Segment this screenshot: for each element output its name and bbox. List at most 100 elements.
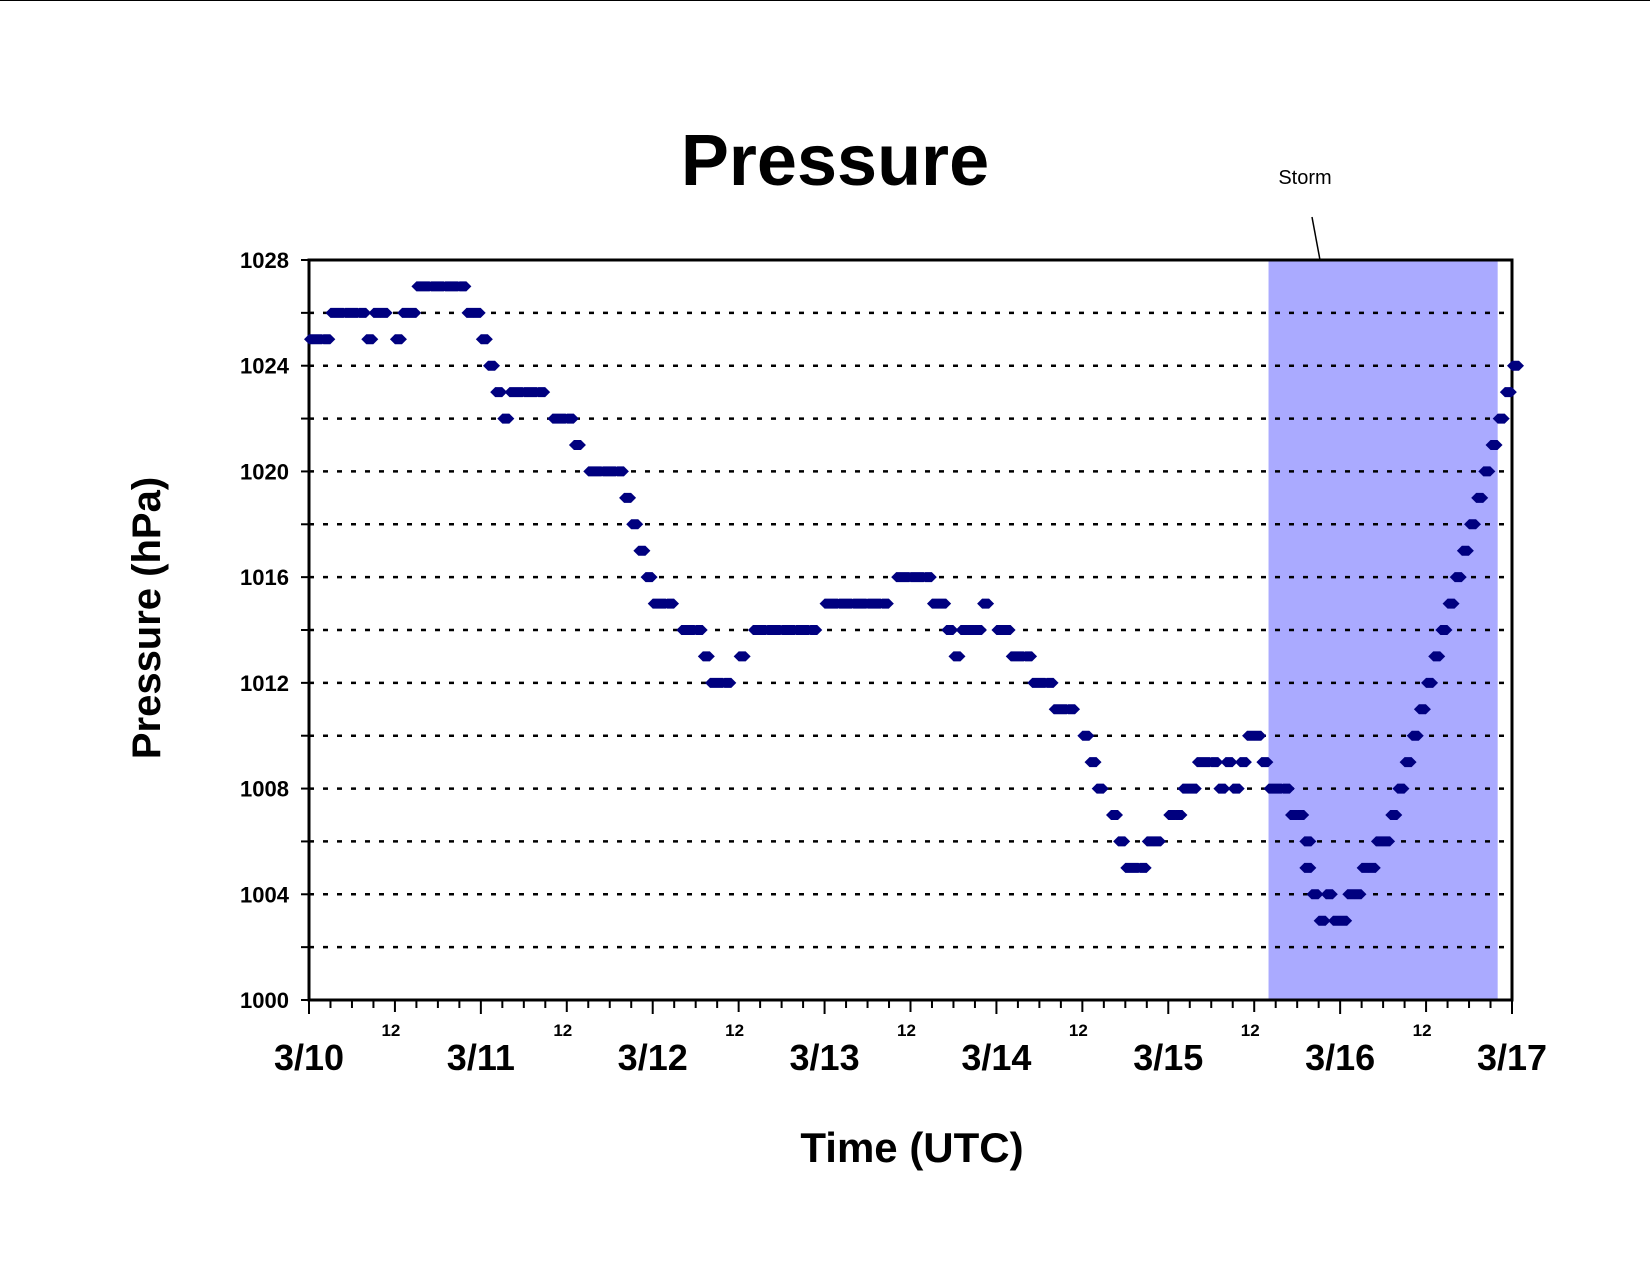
x-tick-label: 3/10 — [274, 1037, 344, 1078]
data-point — [640, 572, 658, 583]
storm-leader-line — [1311, 216, 1321, 261]
data-point — [454, 281, 472, 292]
x-tick-label: 3/11 — [447, 1037, 515, 1078]
x-tick-label: 3/13 — [790, 1037, 860, 1078]
data-point — [490, 387, 508, 398]
data-point — [1507, 360, 1524, 371]
data-point — [919, 572, 937, 583]
data-point — [690, 625, 708, 635]
data-point — [361, 334, 379, 345]
top-border-line — [0, 0, 1650, 1]
data-point — [1335, 915, 1353, 926]
data-point — [1478, 466, 1496, 477]
x-tick-label: 3/17 — [1477, 1037, 1547, 1078]
data-point — [1313, 915, 1331, 926]
data-point — [468, 307, 486, 318]
data-point — [1421, 677, 1439, 688]
x-tick-label: 3/15 — [1133, 1037, 1203, 1078]
data-point — [1299, 862, 1317, 873]
data-point — [1206, 757, 1224, 768]
y-tick-label: 1024 — [240, 354, 290, 379]
data-point — [633, 545, 651, 556]
x-minor-tick-label: 12 — [1413, 1021, 1432, 1040]
data-point — [318, 334, 336, 345]
data-point — [977, 598, 995, 609]
data-point — [1106, 810, 1123, 820]
data-point — [1084, 757, 1102, 768]
data-point — [1378, 836, 1396, 847]
data-point — [1113, 836, 1131, 847]
y-tick-label: 1016 — [240, 565, 289, 590]
data-point — [1449, 572, 1467, 583]
data-point — [404, 307, 422, 318]
axes: 1000 1004 1008 1012 1016 1020 1024 1028 3/10 12 3/… — [240, 248, 1547, 1078]
data-point — [1041, 677, 1059, 688]
data-point — [354, 307, 372, 318]
data-point — [619, 492, 637, 503]
x-tick-label: 3/12 — [618, 1037, 688, 1078]
data-point — [1220, 757, 1238, 768]
data-point — [1063, 704, 1081, 715]
data-point — [1399, 757, 1417, 768]
data-point — [1277, 783, 1295, 794]
data-point — [1299, 836, 1317, 847]
data-point — [375, 307, 393, 318]
storm-annotation-label: Storm — [1278, 167, 1331, 189]
data-point — [1020, 651, 1038, 662]
data-point — [1184, 783, 1202, 794]
data-point — [1499, 387, 1517, 398]
data-point — [1385, 810, 1403, 820]
data-point — [1249, 730, 1267, 741]
data-point — [662, 598, 680, 609]
chart-title: Pressure — [681, 121, 989, 201]
data-point — [1485, 440, 1503, 450]
data-point — [1256, 757, 1274, 768]
storm-annotation: Storm — [1278, 167, 1332, 261]
data-point — [948, 651, 966, 662]
data-point — [1170, 810, 1188, 820]
data-point — [733, 651, 751, 662]
data-point — [483, 360, 501, 371]
data-point — [568, 440, 586, 450]
data-point — [1406, 730, 1424, 741]
x-minor-tick-label: 12 — [381, 1021, 400, 1040]
data-point — [1435, 625, 1453, 635]
x-minor-tick-label: 12 — [897, 1021, 916, 1040]
data-point — [533, 387, 551, 398]
x-tick-label: 3/14 — [961, 1037, 1031, 1078]
data-point — [805, 625, 823, 635]
y-tick-label: 1004 — [240, 882, 290, 907]
data-point — [1148, 836, 1166, 847]
data-point — [1227, 783, 1245, 794]
data-point — [611, 466, 629, 477]
y-tick-label: 1028 — [240, 248, 289, 273]
data-point — [497, 413, 515, 424]
data-point — [934, 598, 952, 609]
data-point — [1363, 862, 1381, 873]
data-point — [389, 334, 407, 345]
y-tick-label: 1012 — [240, 671, 289, 696]
data-point — [1306, 889, 1324, 900]
y-tick-label: 1020 — [240, 459, 289, 484]
data-point — [1349, 889, 1367, 900]
data-point — [626, 519, 644, 530]
data-point — [1213, 783, 1231, 794]
storm-band — [1268, 260, 1498, 1000]
data-point — [1077, 730, 1095, 741]
data-point — [1442, 598, 1460, 609]
y-tick-label: 1000 — [240, 988, 289, 1013]
data-point — [1234, 757, 1252, 768]
data-point — [697, 651, 715, 662]
data-point — [1464, 519, 1482, 530]
y-axis-label: Pressure (hPa) — [125, 477, 169, 759]
data-point — [969, 625, 987, 635]
x-minor-tick-label: 12 — [1069, 1021, 1088, 1040]
data-point — [998, 625, 1016, 635]
data-point — [475, 334, 493, 345]
x-tick-label: 3/16 — [1305, 1037, 1375, 1078]
data-point — [876, 598, 894, 609]
data-point — [1456, 545, 1474, 556]
data-point — [719, 677, 737, 688]
